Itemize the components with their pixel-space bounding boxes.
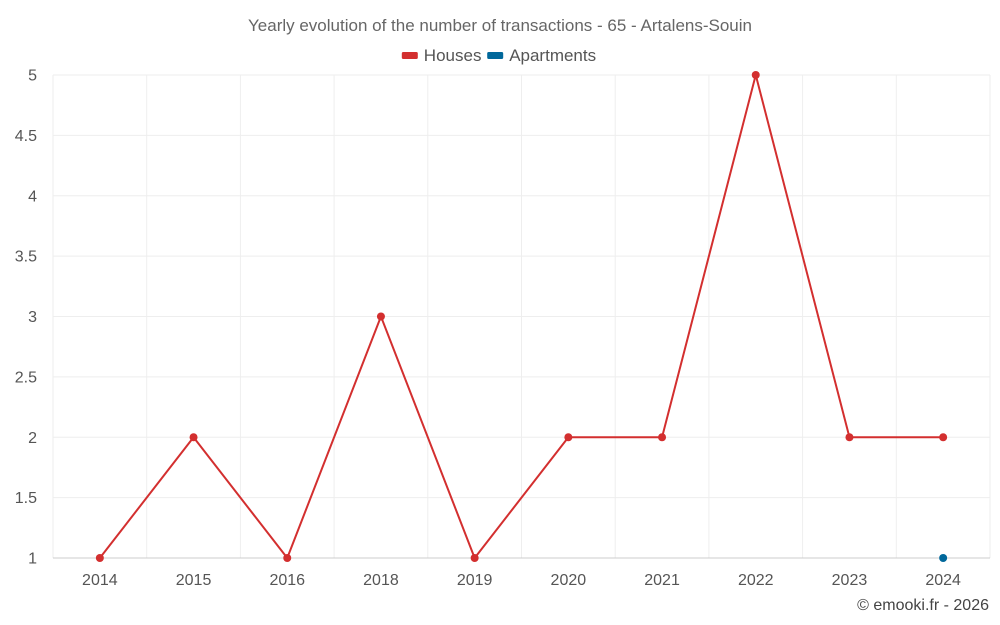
y-tick-label: 2 bbox=[28, 430, 37, 447]
data-point[interactable] bbox=[189, 433, 198, 442]
data-point[interactable] bbox=[751, 71, 760, 79]
legend-swatch bbox=[401, 52, 418, 59]
grid-lines bbox=[52, 74, 991, 559]
y-tick-label: 3 bbox=[28, 309, 37, 326]
x-axis: 2014 2015 2016 2018 2019 2020 2021 2022 2023 2024 bbox=[82, 572, 961, 589]
x-tick-label: 2014 bbox=[82, 572, 118, 589]
data-point[interactable] bbox=[564, 433, 573, 442]
y-tick-label: 3.5 bbox=[15, 249, 37, 266]
data-point[interactable] bbox=[470, 554, 479, 562]
legend-item-houses[interactable]: Houses bbox=[401, 46, 482, 65]
legend: Houses Apartments bbox=[401, 46, 596, 65]
data-point[interactable] bbox=[283, 554, 292, 562]
legend-label: Houses bbox=[424, 46, 482, 65]
y-axis: 1 1.5 2 2.5 3 3.5 4 4.5 5 bbox=[15, 68, 37, 568]
x-tick-label: 2020 bbox=[551, 572, 587, 589]
y-tick-label: 2.5 bbox=[15, 369, 37, 386]
credit-text: © emooki.fr - 2026 bbox=[857, 597, 989, 614]
data-point[interactable] bbox=[376, 312, 385, 321]
y-tick-label: 4.5 bbox=[15, 128, 37, 145]
data-point[interactable] bbox=[95, 554, 104, 562]
data-point[interactable] bbox=[939, 554, 948, 562]
series-group bbox=[95, 71, 948, 562]
y-tick-label: 1 bbox=[28, 551, 37, 568]
x-tick-label: 2024 bbox=[925, 572, 961, 589]
chart-title: Yearly evolution of the number of transa… bbox=[248, 16, 752, 35]
y-tick-label: 1.5 bbox=[15, 490, 37, 507]
legend-swatch bbox=[487, 52, 504, 59]
data-point[interactable] bbox=[658, 433, 667, 442]
x-tick-label: 2019 bbox=[457, 572, 493, 589]
data-point[interactable] bbox=[939, 433, 948, 442]
legend-item-apartments[interactable]: Apartments bbox=[487, 46, 596, 65]
data-point[interactable] bbox=[845, 433, 854, 442]
y-tick-label: 5 bbox=[28, 68, 37, 85]
x-tick-label: 2023 bbox=[832, 572, 868, 589]
x-tick-label: 2015 bbox=[176, 572, 212, 589]
legend-label: Apartments bbox=[509, 46, 596, 65]
x-tick-label: 2022 bbox=[738, 572, 774, 589]
series-line-0 bbox=[99, 74, 944, 559]
y-tick-label: 4 bbox=[28, 188, 37, 205]
x-tick-label: 2016 bbox=[269, 572, 305, 589]
x-tick-label: 2018 bbox=[363, 572, 399, 589]
x-tick-label: 2021 bbox=[644, 572, 680, 589]
